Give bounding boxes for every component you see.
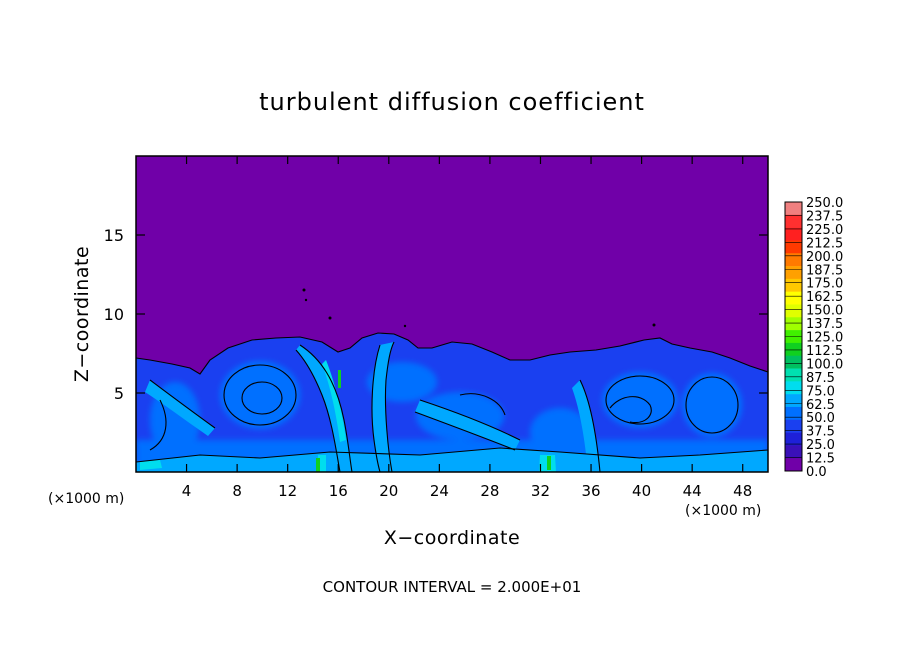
colorbar-swatch	[785, 240, 802, 254]
colorbar-swatch	[785, 253, 802, 267]
contour-lines	[136, 332, 768, 472]
x-tick-label: 48	[733, 482, 752, 500]
colorbar-label: 212.5	[806, 236, 843, 251]
x-tick-label: 36	[581, 482, 600, 500]
x-axis-unit-right: (×1000 m)	[685, 503, 762, 519]
colorbar-swatch	[785, 202, 802, 216]
colorbar-label: 100.0	[806, 357, 843, 372]
x-tick-label: 4	[182, 482, 192, 500]
colorbar-swatch	[785, 291, 802, 305]
x-tick-label: 12	[278, 482, 297, 500]
y-axis-ticks: 5 10 15	[104, 226, 768, 403]
colorbar-swatch	[785, 317, 802, 331]
colorbar-label: 225.0	[806, 223, 843, 238]
colorbar-label: 162.5	[806, 290, 843, 305]
colorbar-label: 250.0	[806, 196, 843, 211]
colorbar-label: 200.0	[806, 250, 843, 265]
x-tick-label: 20	[379, 482, 398, 500]
colorbar-swatch	[785, 381, 802, 395]
colorbar-label: 137.5	[806, 317, 843, 332]
colorbar-swatch	[785, 278, 802, 292]
peak-diffusion-spots	[316, 370, 551, 472]
colorbar-swatch	[785, 227, 802, 241]
contour-interval-note: CONTOUR INTERVAL = 2.000E+01	[322, 578, 582, 596]
y-tick-label: 15	[104, 226, 124, 245]
colorbar-swatch	[785, 419, 802, 433]
x-tick-label: 28	[480, 482, 499, 500]
colorbar-swatch	[785, 458, 802, 472]
colorbar-swatch	[785, 432, 802, 446]
colorbar-label: 112.5	[806, 344, 843, 359]
colorbar-swatch	[785, 304, 802, 318]
colorbar-swatch	[785, 355, 802, 369]
colorbar-label: 12.5	[806, 452, 835, 467]
x-tick-label: 16	[329, 482, 348, 500]
x-axis-label: X−coordinate	[383, 527, 521, 549]
x-tick-label: 8	[232, 482, 242, 500]
heatmap-field	[136, 156, 768, 472]
colorbar-label: 87.5	[806, 371, 835, 386]
x-axis-unit-left: (×1000 m)	[48, 491, 125, 507]
colorbar-label: 62.5	[806, 398, 835, 413]
plume-structures	[136, 342, 768, 472]
colorbar-swatch	[785, 342, 802, 357]
y-tick-label: 10	[104, 305, 124, 324]
isolated-spots	[302, 288, 656, 328]
high-diffusion-cores	[140, 360, 556, 472]
chart-title: turbulent diffusion coefficient	[259, 88, 645, 116]
y-tick-label: 5	[114, 384, 124, 403]
colorbar-label: 237.5	[806, 209, 843, 224]
colorbar-label: 150.0	[806, 304, 843, 319]
colorbar-label: 75.0	[806, 384, 835, 399]
colorbar-label: 25.0	[806, 438, 835, 453]
x-tick-label: 24	[430, 482, 449, 500]
x-tick-label: 40	[632, 482, 651, 500]
colorbar-swatch	[785, 368, 802, 382]
colorbar-swatch	[785, 214, 802, 228]
colorbar-swatch	[785, 445, 802, 459]
colorbar-swatch	[785, 394, 802, 408]
x-axis-ticks: 4 8 12 16 20 24 28 32 36 40 44 48	[182, 156, 752, 500]
colorbar-swatch	[785, 406, 802, 421]
colorbar-label: 187.5	[806, 263, 843, 278]
colorbar-label: 50.0	[806, 411, 835, 426]
colorbar: 250.0237.5225.0212.5200.0187.5175.0162.5…	[784, 196, 843, 480]
colorbar-label: 125.0	[806, 331, 843, 346]
x-tick-label: 44	[683, 482, 702, 500]
x-tick-label: 32	[531, 482, 550, 500]
colorbar-label: 175.0	[806, 277, 843, 292]
colorbar-label: 0.0	[806, 465, 827, 480]
colorbar-swatch	[785, 266, 802, 280]
colorbar-label: 37.5	[806, 425, 835, 440]
